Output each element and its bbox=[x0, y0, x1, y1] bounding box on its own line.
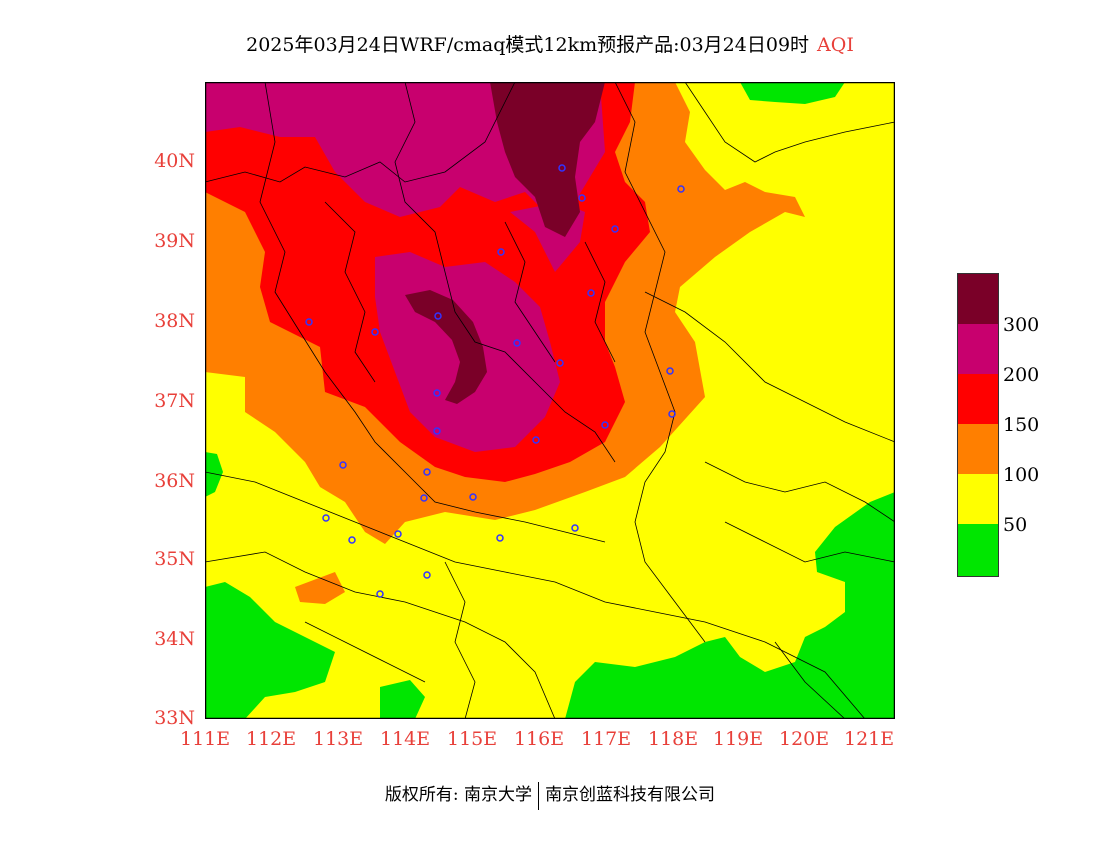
zone-severe-center bbox=[405, 290, 487, 404]
copyright-left: 版权所有: 南京大学 bbox=[384, 785, 533, 805]
zone-good-southwest bbox=[205, 582, 335, 719]
map-title: 2025年03月24日WRF/cmaq模式12km预报产品:03月24日09时 A… bbox=[0, 30, 1100, 57]
aqi-legend bbox=[957, 273, 999, 577]
lon-label-120e: 120E bbox=[779, 728, 830, 750]
legend-swatch-moderate bbox=[958, 474, 998, 524]
zone-good-patch bbox=[380, 680, 425, 719]
lon-label-121e: 121E bbox=[844, 728, 895, 750]
title-main: 2025年03月24日WRF/cmaq模式12km预报产品:03月24日09时 bbox=[246, 34, 810, 56]
zone-good-southeast bbox=[565, 492, 895, 719]
lat-label-36n: 36N bbox=[154, 470, 195, 492]
copyright-footer: 版权所有: 南京大学 南京创蓝科技有限公司 bbox=[0, 780, 1100, 810]
legend-label-50: 50 bbox=[1003, 514, 1028, 536]
lat-label-38n: 38N bbox=[154, 310, 195, 332]
legend-swatch-very-unhealthy bbox=[958, 324, 998, 374]
station-markers bbox=[305, 164, 685, 598]
aqi-map bbox=[205, 82, 895, 719]
legend-swatch-unhealthy bbox=[958, 374, 998, 424]
lat-label-34n: 34N bbox=[154, 628, 195, 650]
lon-label-117e: 117E bbox=[581, 728, 632, 750]
legend-label-300: 300 bbox=[1003, 314, 1040, 336]
zone-severe-north bbox=[490, 82, 605, 237]
footer-divider bbox=[538, 781, 540, 810]
lon-label-113e: 113E bbox=[313, 728, 364, 750]
legend-label-100: 100 bbox=[1003, 464, 1040, 486]
lon-label-119e: 119E bbox=[713, 728, 764, 750]
legend-swatch-sensitive bbox=[958, 424, 998, 474]
legend-swatch-severe bbox=[958, 274, 998, 324]
lon-label-116e: 116E bbox=[514, 728, 565, 750]
lon-label-115e: 115E bbox=[447, 728, 498, 750]
lon-label-114e: 114E bbox=[380, 728, 431, 750]
lon-label-112e: 112E bbox=[246, 728, 297, 750]
zone-good-west-edge bbox=[205, 452, 223, 497]
lat-label-33n: 33N bbox=[154, 707, 195, 729]
lat-label-40n: 40N bbox=[154, 150, 195, 172]
legend-swatch-good bbox=[958, 524, 998, 576]
lon-label-118e: 118E bbox=[648, 728, 699, 750]
province-boundaries bbox=[205, 82, 895, 719]
lat-label-35n: 35N bbox=[154, 548, 195, 570]
copyright-right: 南京创蓝科技有限公司 bbox=[545, 785, 716, 805]
zone-good-northeast bbox=[740, 82, 845, 104]
lat-label-37n: 37N bbox=[154, 390, 195, 412]
title-variable: AQI bbox=[817, 34, 854, 56]
lat-label-39n: 39N bbox=[154, 230, 195, 252]
lon-label-111e: 111E bbox=[180, 728, 231, 750]
legend-label-200: 200 bbox=[1003, 364, 1040, 386]
zone-sensitive-west bbox=[295, 572, 345, 604]
legend-label-150: 150 bbox=[1003, 414, 1040, 436]
